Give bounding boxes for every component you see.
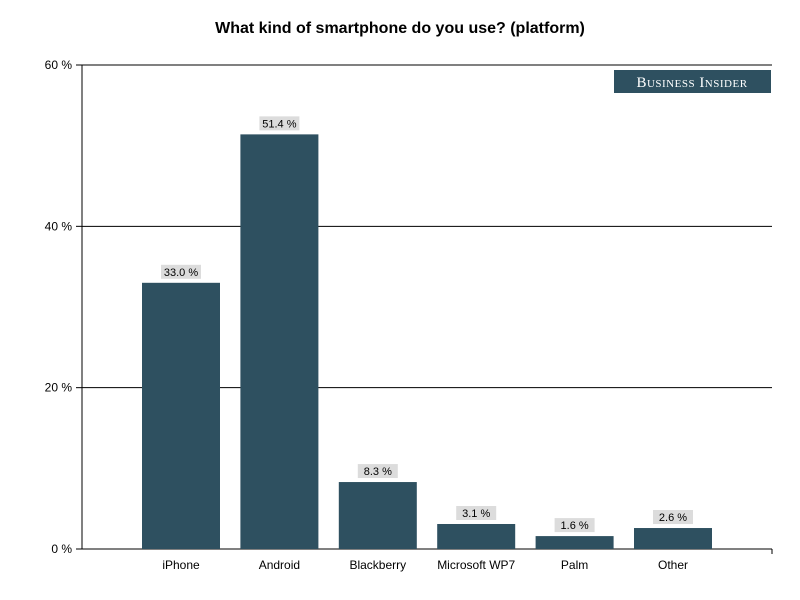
bar (338, 482, 417, 549)
x-tick-label: Microsoft WP7 (437, 558, 515, 572)
y-tick-label: 0 % (51, 542, 72, 556)
bar (535, 536, 614, 549)
data-label-background (161, 264, 201, 279)
data-label-background (357, 464, 398, 479)
bar (142, 282, 220, 549)
bar (240, 134, 319, 549)
y-tick-label: 60 % (45, 58, 73, 72)
chart-title: What kind of smartphone do you use? (pla… (215, 20, 585, 37)
data-label-background (653, 510, 693, 525)
y-tick-label: 40 % (45, 219, 73, 233)
x-tick-label: Other (658, 558, 688, 572)
bar (437, 523, 516, 549)
bar (634, 528, 712, 549)
brand-logo-text: Business Insider (636, 75, 747, 91)
data-label-background (259, 116, 300, 131)
bars (142, 134, 712, 549)
x-tick-label: Android (259, 558, 300, 572)
data-label-background (456, 505, 497, 520)
y-tick-labels: 0 % 20 % 40 % 60 % (45, 58, 73, 556)
brand-logo-background (614, 70, 771, 93)
data-labels: 33.0 % 51.4 % 8.3 % 3.1 % 1.6 % 2.6 % (161, 116, 693, 533)
brand-logo: Business Insider (614, 70, 771, 93)
x-tick-label: Palm (561, 558, 588, 572)
data-label: 8.3 % (364, 466, 392, 478)
y-tick-label: 20 % (45, 381, 73, 395)
data-label: 1.6 % (561, 520, 589, 532)
data-label: 33.0 % (164, 267, 198, 279)
data-label-background (554, 518, 595, 533)
x-tick-label: iPhone (162, 558, 200, 572)
data-label: 3.1 % (462, 508, 490, 520)
data-label: 51.4 % (262, 118, 296, 130)
x-tick-labels: iPhone Android Blackberry Microsoft WP7 Palm… (162, 558, 688, 572)
data-label: 2.6 % (659, 512, 687, 524)
x-tick-label: Blackberry (349, 558, 406, 572)
